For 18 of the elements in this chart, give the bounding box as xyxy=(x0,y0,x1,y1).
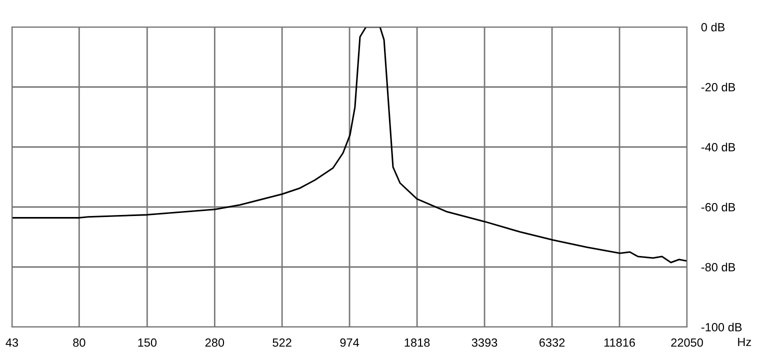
x-axis-title: Hz xyxy=(738,338,751,346)
x-tick-label: 150 xyxy=(138,338,157,347)
x-tick-label: 3393 xyxy=(472,338,498,347)
x-tick-label: 522 xyxy=(272,338,292,347)
x-tick-label: 974 xyxy=(340,338,360,347)
y-tick-label: -20 dB xyxy=(701,82,736,92)
y-tick-label: 0 dB xyxy=(701,22,725,32)
y-tick-label: -100 dB xyxy=(701,322,742,332)
y-tick-label: -60 dB xyxy=(701,202,736,212)
y-tick-label: -80 dB xyxy=(701,262,736,272)
x-tick-label: 6332 xyxy=(540,338,565,347)
x-tick-label: 43 xyxy=(6,338,18,347)
x-tick-label: 80 xyxy=(73,338,86,347)
x-tick-label: 11816 xyxy=(604,338,635,347)
y-tick-label: -40 dB xyxy=(701,142,736,152)
x-tick-label: 280 xyxy=(205,338,224,347)
x-tick-label: 22050 xyxy=(671,338,703,347)
x-tick-label: 1818 xyxy=(404,338,430,347)
